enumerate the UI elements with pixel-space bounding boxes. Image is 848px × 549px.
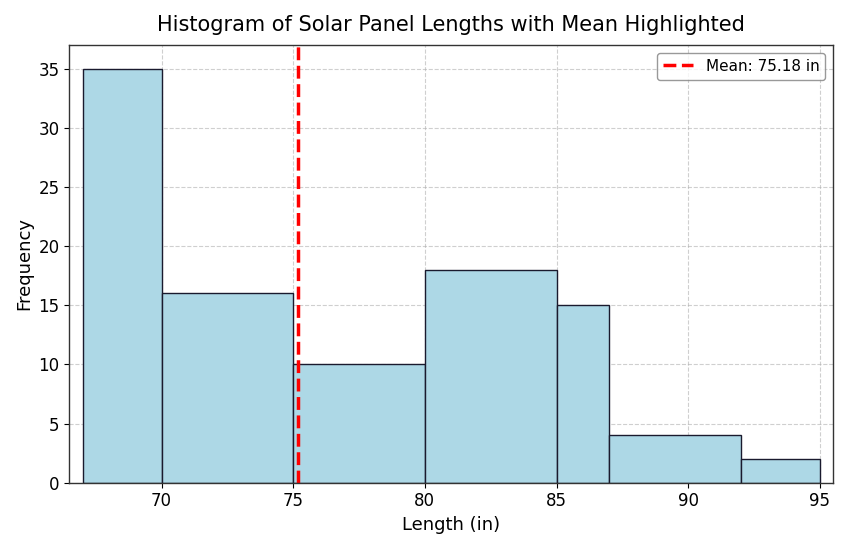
Bar <box>556 305 609 483</box>
Y-axis label: Frequency: Frequency <box>15 217 33 310</box>
Mean: 75.18 in: (75.2, 1): 75.18 in: (75.2, 1) <box>293 468 303 474</box>
Bar <box>162 293 293 483</box>
Legend: Mean: 75.18 in: Mean: 75.18 in <box>656 53 825 80</box>
Title: Histogram of Solar Panel Lengths with Mean Highlighted: Histogram of Solar Panel Lengths with Me… <box>157 15 745 35</box>
Bar <box>293 365 425 483</box>
Bar <box>82 69 162 483</box>
Mean: 75.18 in: (75.2, 0): 75.18 in: (75.2, 0) <box>293 479 303 486</box>
X-axis label: Length (in): Length (in) <box>402 516 500 534</box>
Bar <box>741 459 820 483</box>
Bar <box>609 435 741 483</box>
Bar <box>425 270 556 483</box>
